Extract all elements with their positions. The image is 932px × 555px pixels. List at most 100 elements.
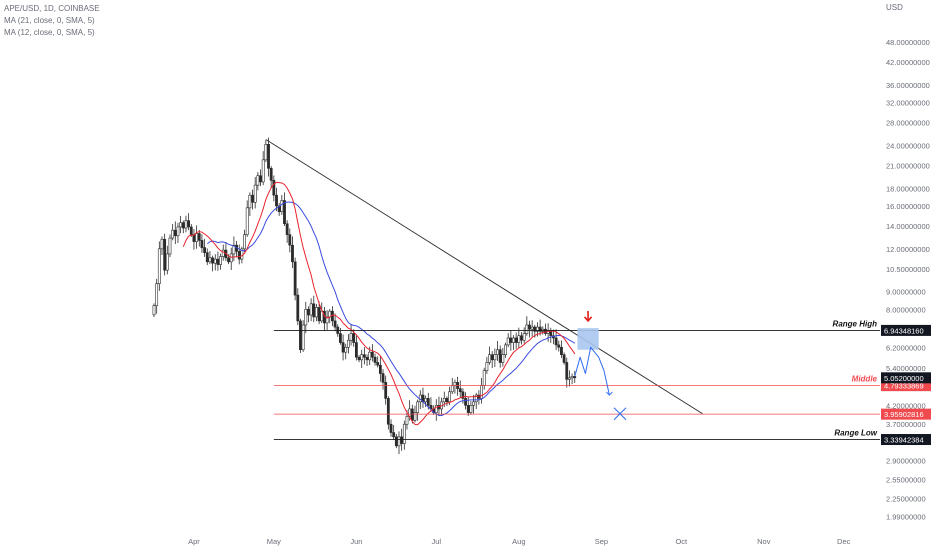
- candle-body: [264, 143, 268, 161]
- x-tick-label: Jul: [431, 537, 441, 546]
- candle-body: [530, 326, 534, 330]
- candle-body: [272, 180, 276, 196]
- candle-body: [155, 283, 159, 306]
- candle-body: [570, 376, 574, 379]
- candle-body: [549, 331, 553, 337]
- y-tick-label: 10.50000000: [886, 265, 930, 274]
- candle-body: [179, 222, 183, 228]
- candle-body: [445, 398, 449, 403]
- candle-body: [227, 257, 230, 263]
- y-tick-label: 16.00000000: [886, 202, 930, 211]
- candle-body: [346, 339, 350, 348]
- candle-body: [504, 344, 507, 355]
- candle-body: [267, 143, 270, 169]
- candle-body: [453, 382, 457, 386]
- candle-body: [211, 257, 214, 264]
- y-tick-label: 48.00000000: [886, 38, 930, 47]
- candle-body: [208, 257, 212, 263]
- candle-body: [442, 398, 446, 403]
- y-tick-label: 4.20000000: [886, 401, 926, 410]
- candle-body: [482, 370, 486, 386]
- y-tick-label: 8.00000000: [886, 305, 926, 314]
- candle-body: [299, 320, 302, 351]
- ma12-legend[interactable]: MA (12, close, 0, SMA, 5): [4, 28, 95, 37]
- candle-body: [400, 436, 404, 444]
- down-arrow-head-icon: [583, 316, 593, 323]
- price-tag-label-level_3_96: 3.95902816: [884, 410, 924, 419]
- candle-body: [205, 252, 209, 263]
- y-tick-label: 12.00000000: [886, 245, 930, 254]
- candle-body: [490, 354, 494, 361]
- candle-body: [357, 356, 361, 361]
- descending-trendline[interactable]: [265, 139, 703, 415]
- candle-body: [195, 233, 199, 242]
- candle-body: [309, 303, 313, 316]
- candle-body: [560, 346, 563, 355]
- candle-body: [410, 408, 414, 421]
- ma-line: [182, 181, 576, 426]
- level-text-range_high: Range High: [833, 319, 878, 328]
- x-tick-label: May: [267, 537, 281, 546]
- candle-body: [261, 159, 265, 183]
- candle-body: [509, 337, 513, 343]
- candle-body: [378, 364, 382, 374]
- candle-body: [312, 303, 316, 318]
- y-tick-label: 2.55000000: [886, 476, 926, 485]
- candle-body: [285, 223, 289, 235]
- candle-body: [245, 207, 249, 235]
- candle-body: [333, 320, 337, 328]
- candle-body: [362, 354, 366, 358]
- candle-body: [341, 342, 345, 353]
- candle-body: [381, 373, 385, 383]
- y-tick-label: 36.00000000: [886, 81, 930, 90]
- candle-body: [344, 346, 348, 353]
- candle-body: [469, 405, 473, 413]
- ma21-legend[interactable]: MA (21, close, 0, SMA, 5): [4, 16, 95, 25]
- candle-body: [525, 324, 529, 334]
- y-tick-label: 2.90000000: [886, 457, 926, 466]
- price-tag-level_3_96: [881, 408, 931, 420]
- candle-body: [413, 412, 417, 421]
- candle-body: [394, 436, 398, 447]
- candle-body: [354, 342, 358, 358]
- y-tick-label: 5.40000000: [886, 364, 926, 373]
- ma-line: [207, 201, 576, 417]
- candle-body: [165, 253, 169, 271]
- candle-body: [213, 258, 217, 264]
- x-tick-label: Apr: [188, 537, 200, 546]
- projection-path[interactable]: [574, 346, 610, 396]
- candle-body: [464, 398, 467, 406]
- symbol-title[interactable]: APE/USD, 1D, COINBASE: [4, 4, 100, 13]
- y-tick-label: 32.00000000: [886, 99, 930, 108]
- candle-body: [301, 324, 305, 351]
- candle-body: [496, 349, 499, 355]
- y-tick-label: 6.20000000: [886, 343, 926, 352]
- candle-body: [370, 351, 374, 358]
- candle-body: [237, 251, 241, 260]
- candle-body: [424, 398, 428, 403]
- candle-body: [173, 229, 177, 237]
- candle-body: [349, 333, 353, 341]
- candle-body: [522, 333, 526, 341]
- x-tick-label: Aug: [512, 537, 525, 546]
- candle-body: [488, 354, 491, 363]
- candle-body: [458, 388, 462, 393]
- candle-body: [269, 168, 273, 181]
- candle-body: [434, 405, 438, 413]
- candle-body: [528, 324, 531, 330]
- y-tick-label: 1.99000000: [886, 513, 926, 522]
- candle-body: [448, 391, 451, 403]
- candle-body: [259, 175, 262, 183]
- candle-body: [365, 356, 369, 361]
- candle-body: [562, 354, 566, 363]
- y-tick-label: 3.70000000: [886, 420, 926, 429]
- candle-body: [256, 175, 260, 186]
- candle-body: [203, 247, 206, 253]
- candle-body: [243, 234, 246, 250]
- supply-zone-box[interactable]: [577, 328, 599, 350]
- candle-body: [506, 337, 510, 346]
- candle-body: [512, 337, 515, 343]
- price-tag-label-range_low: 3.33942384: [884, 436, 924, 445]
- candle-body: [307, 308, 310, 316]
